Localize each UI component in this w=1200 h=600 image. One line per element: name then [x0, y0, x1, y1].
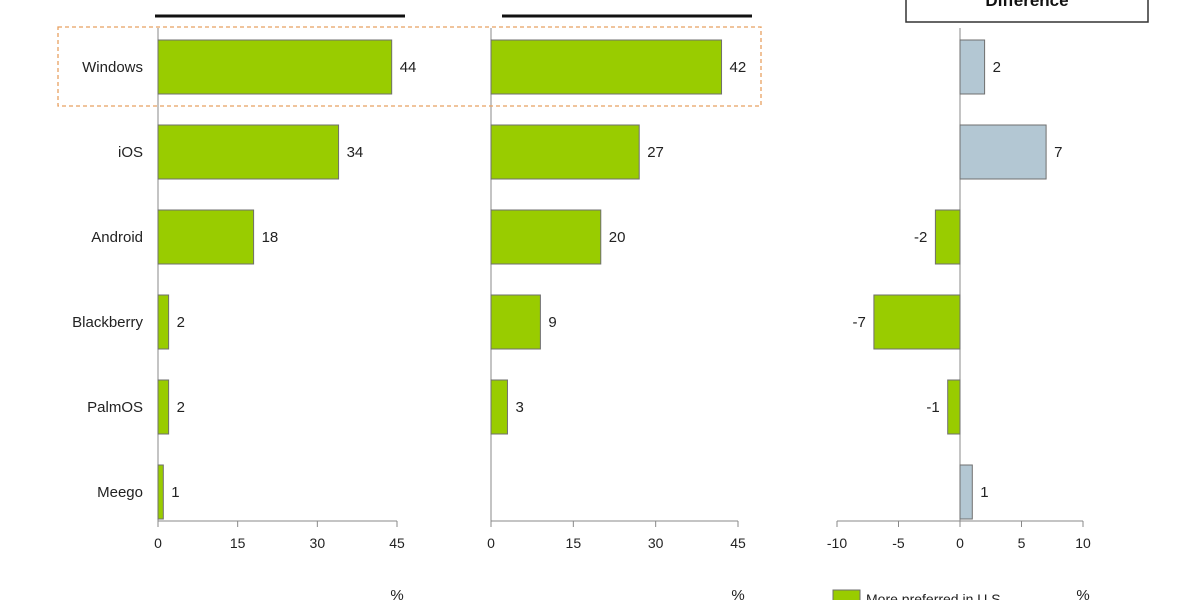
panel-3-tick-label: -10 — [827, 535, 847, 551]
panel-1-bar-ios — [157, 124, 340, 180]
panel-2-tick-label: 0 — [487, 535, 495, 551]
panel-3-bar-ios — [959, 124, 1047, 180]
panel-3-tick-label: 5 — [1018, 535, 1026, 551]
panel-2-tick-label: 45 — [730, 535, 746, 551]
panel-3-value-label: 1 — [980, 484, 988, 501]
panel-1-value-label: 1 — [171, 484, 179, 501]
panel-1-value-label: 34 — [347, 144, 364, 161]
category-label-palmos: PalmOS — [87, 399, 143, 416]
panel-2-bar-blackberry — [490, 294, 541, 350]
panel-1-value-label: 2 — [177, 399, 185, 416]
panel-2-value-label: 3 — [515, 399, 523, 416]
legend-swatch — [832, 589, 861, 600]
panel-1-bar-windows — [157, 39, 393, 95]
panel-1-tick-label: 0 — [154, 535, 162, 551]
panel-2-bar-android — [490, 209, 602, 265]
panel-1-bar-meego — [157, 464, 164, 520]
panel-3-bar-meego — [959, 464, 973, 520]
panel-1-value-label: 2 — [177, 314, 185, 331]
panel-3-value-label: -2 — [914, 229, 927, 246]
legend-label: More preferred in U.S. — [866, 591, 1005, 600]
category-label-android: Android — [91, 229, 143, 246]
panel-3-tick-label: -5 — [892, 535, 905, 551]
panel-2-tick-label: 30 — [648, 535, 664, 551]
panel-3-bar-blackberry — [873, 294, 961, 350]
windows-highlight-box — [57, 26, 762, 107]
panel-1-tick-label: 30 — [310, 535, 326, 551]
panel-1-tick-label: 15 — [230, 535, 246, 551]
panel-1-bar-palmos — [157, 379, 170, 435]
panel-2-value-label: 42 — [730, 59, 747, 76]
panel-1-bar-blackberry — [157, 294, 170, 350]
panel-1-value-label: 18 — [262, 229, 279, 246]
panel-3-value-label: -7 — [853, 314, 866, 331]
panel-2-bar-palmos — [490, 379, 508, 435]
category-label-meego: Meego — [97, 484, 143, 501]
panel-2-bar-windows — [490, 39, 723, 95]
difference-title-box: Difference — [905, 0, 1149, 23]
panel-2-bar-ios — [490, 124, 640, 180]
panel-1-unit-label: % — [390, 587, 403, 600]
panel-1-bar-android — [157, 209, 255, 265]
panel-2-value-label: 9 — [548, 314, 556, 331]
panel-3-unit-label: % — [1076, 587, 1089, 600]
panel-3-value-label: 7 — [1054, 144, 1062, 161]
panel-2-value-label: 27 — [647, 144, 664, 161]
category-label-windows: Windows — [82, 59, 143, 76]
panel-2-value-label: 20 — [609, 229, 626, 246]
difference-title: Difference — [985, 0, 1068, 10]
category-label-blackberry: Blackberry — [72, 314, 143, 331]
panel-3-tick-label: 10 — [1075, 535, 1091, 551]
panel-2-tick-label: 15 — [566, 535, 582, 551]
chart-plot-area: 0 15 30 45%44Windows34iOS18Android2Blackber… — [57, 26, 1091, 600]
panel-3-value-label: 2 — [993, 59, 1001, 76]
panel-3-tick-label: 0 — [956, 535, 964, 551]
panel-2-unit-label: % — [731, 587, 744, 600]
panel-1-value-label: 44 — [400, 59, 417, 76]
category-label-ios: iOS — [118, 144, 143, 161]
panel-3-value-label: -1 — [926, 399, 939, 416]
panel-3-bar-windows — [959, 39, 986, 95]
panel-3-bar-palmos — [947, 379, 961, 435]
panel-1-tick-label: 45 — [389, 535, 405, 551]
panel-3-bar-android — [934, 209, 961, 265]
